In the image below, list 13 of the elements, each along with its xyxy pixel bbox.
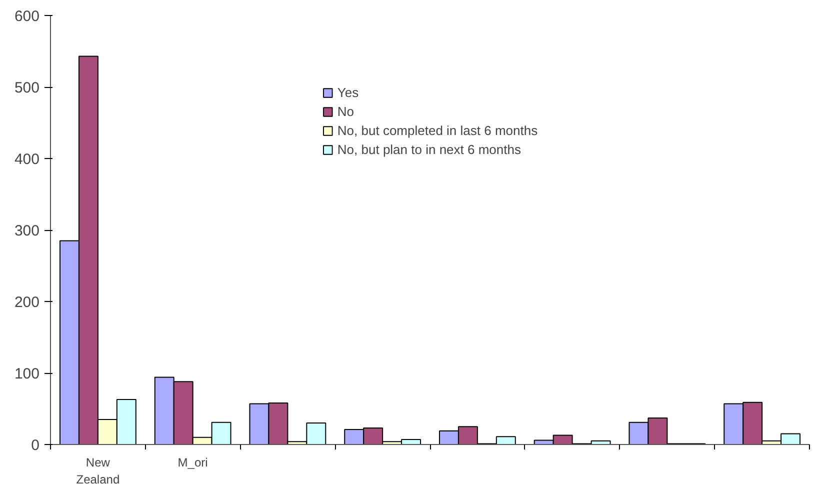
legend-label: Yes bbox=[337, 85, 359, 100]
legend-label: No, but completed in last 6 months bbox=[337, 123, 538, 138]
y-tick-label: 200 bbox=[14, 294, 40, 311]
x-tick-label: New Zealand bbox=[76, 456, 120, 486]
y-tick-label: 0 bbox=[31, 437, 40, 454]
y-tick-label: 500 bbox=[14, 80, 40, 96]
y-tick-label: 400 bbox=[14, 151, 40, 168]
legend-label: No bbox=[337, 104, 356, 119]
legend-label: No, but plan to in next 6 months bbox=[337, 142, 521, 157]
y-tick-label: 300 bbox=[14, 222, 40, 240]
y-tick-label: 100 bbox=[14, 366, 40, 382]
y-tick-label: 600 bbox=[14, 8, 40, 25]
x-tick-label: M_ori bbox=[178, 456, 208, 470]
